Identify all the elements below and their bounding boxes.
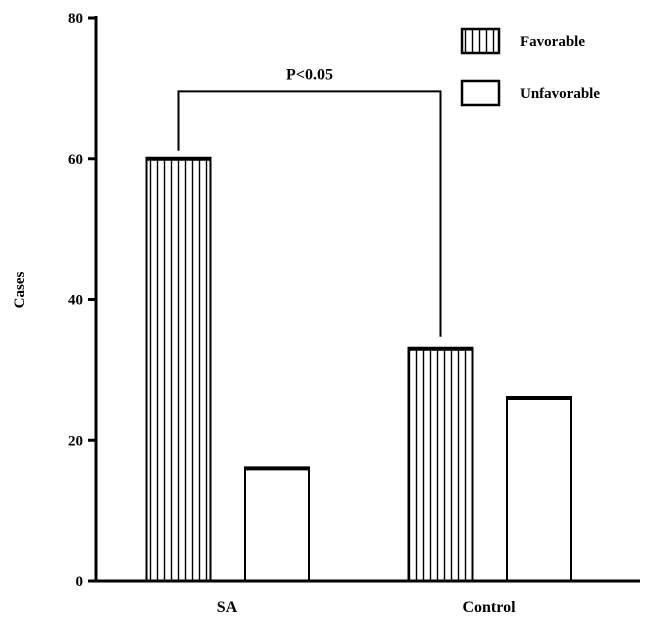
y-tick-label: 0	[76, 574, 84, 590]
y-axis-label: Cases	[12, 272, 28, 309]
category-labels: SA Control	[217, 599, 516, 616]
bar-favorable-control	[407, 347, 474, 583]
bar-favorable-sa	[145, 157, 212, 582]
x-category-label: SA	[217, 599, 238, 616]
bars	[145, 156, 572, 583]
x-category-label: Control	[462, 599, 516, 616]
y-tick-label: 20	[68, 433, 83, 449]
significance-label: P<0.05	[286, 66, 333, 83]
bar-unfavorable-sa	[244, 467, 310, 582]
axes	[94, 16, 640, 583]
legend-swatch-unfavorable	[460, 79, 501, 107]
legend-swatch-favorable	[460, 27, 501, 55]
y-axis-ticks: 0 20 40 60 80	[68, 11, 96, 590]
y-tick-label: 40	[68, 293, 83, 309]
legend-label-unfavorable: Unfavorable	[520, 86, 600, 102]
bar-unfavorable-control	[506, 397, 572, 582]
legend-label-favorable: Favorable	[520, 34, 585, 50]
y-tick-label: 80	[68, 11, 83, 27]
y-tick-label: 60	[68, 152, 83, 168]
annotations: P<0.05	[177, 66, 442, 337]
legend: Favorable Unfavorable	[460, 27, 600, 107]
significance-bracket	[177, 90, 442, 337]
